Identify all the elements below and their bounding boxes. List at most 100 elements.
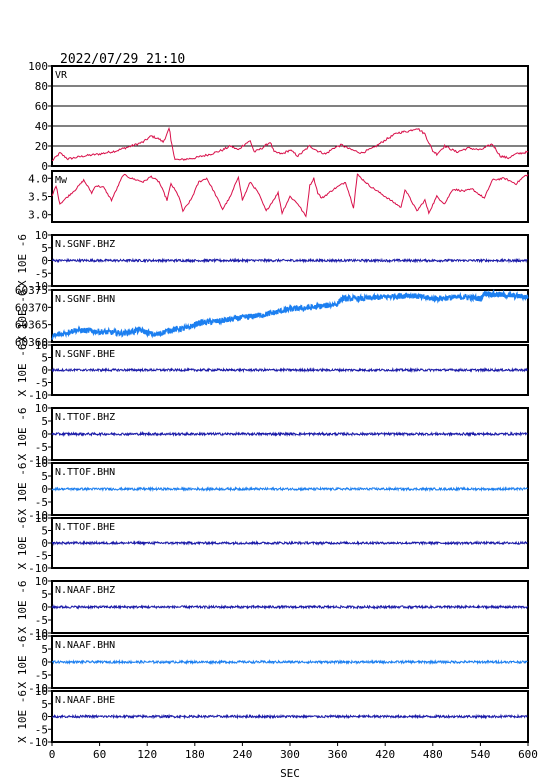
panel-n-ttof-bhn-series-line (51, 485, 528, 493)
panel-n-ttof-bhn-ytick-label: 5 (41, 470, 48, 483)
x-tick-label: 180 (185, 748, 205, 761)
panel-n-sgnf-bhz-ylabel: X 10E -6 (16, 234, 29, 287)
panel-n-sgnf-bhz-ytick-label: 10 (35, 229, 48, 242)
panel-vr-ytick-label: 100 (28, 60, 48, 73)
panel-n-naaf-bhn-ytick-label: -5 (35, 669, 48, 682)
x-tick-label: 300 (280, 748, 300, 761)
panel-n-sgnf-bhz-ytick-label: 5 (41, 242, 48, 255)
panel-n-ttof-bhe-ytick-label: 5 (41, 525, 48, 538)
panel-n-sgnf-bhe-ytick-label: 5 (41, 352, 48, 365)
panel-n-naaf-bhe-ytick-label: 0 (41, 711, 48, 724)
panel-n-sgnf-bhz-series-line (51, 257, 528, 264)
panel-n-naaf-bhz-ytick-label: 0 (41, 601, 48, 614)
panel-n-naaf-bhn-ytick-label: 0 (41, 656, 48, 669)
panel-n-ttof-bhn-ytick-label: -10 (28, 509, 48, 522)
panel-n-sgnf-bhn-ytick-label: 60370 (15, 301, 48, 314)
panel-n-ttof-bhz-series-line (51, 430, 528, 438)
panel-n-naaf-bhe-ytick-label: -10 (28, 736, 48, 749)
panel-vr-ytick-label: 0 (41, 160, 48, 173)
panel-vr-label: VR (55, 70, 68, 81)
panel-n-naaf-bhz-ytick-label: -10 (28, 627, 48, 640)
panel-n-ttof-bhe-ylabel: X 10E -6 (16, 517, 29, 570)
panel-mw-ytick-label: 4.0 (28, 172, 48, 185)
panel-n-naaf-bhz-ytick-label: -5 (35, 614, 48, 627)
x-tick-label: 360 (328, 748, 348, 761)
panel-n-sgnf-bhe-ytick-label: -5 (35, 377, 48, 390)
panel-mw-series-line (51, 173, 529, 218)
panel-n-naaf-bhn-ytick-label: 10 (35, 630, 48, 643)
panel-n-ttof-bhe-label: N.TTOF.BHE (55, 522, 115, 533)
panel-n-sgnf-bhn-ytick-label: 60365 (15, 319, 48, 332)
panel-n-sgnf-bhn-ytick-label: 60375 (15, 284, 48, 297)
panel-n-sgnf-bhe-label: N.SGNF.BHE (55, 349, 115, 360)
panel-n-ttof-bhn-ylabel: X 10E -6 (16, 463, 29, 516)
panel-n-naaf-bhe-ytick-label: -5 (35, 723, 48, 736)
panel-n-naaf-bhn-series-line (51, 658, 528, 666)
panel-n-ttof-bhz-ylabel: X 10E -6 (16, 408, 29, 461)
panel-n-naaf-bhz-ytick-label: 5 (41, 588, 48, 601)
panel-n-sgnf-bhe-ytick-label: -10 (28, 389, 48, 402)
panel-n-sgnf-bhn-label: N.SGNF.BHN (55, 294, 115, 305)
panel-n-sgnf-bhn-frame (51, 289, 529, 343)
panel-vr-ytick-label: 80 (35, 80, 48, 93)
panel-n-ttof-bhn-ytick-label: -5 (35, 496, 48, 509)
panel-n-sgnf-bhe-ylabel: X 10E -6 (16, 344, 29, 397)
panel-n-naaf-bhe-label: N.NAAF.BHE (55, 695, 115, 706)
panel-n-naaf-bhe-ytick-label: 10 (35, 685, 48, 698)
panel-n-sgnf-bhe-ytick-label: 10 (35, 339, 48, 352)
panel-vr-frame (51, 65, 529, 167)
panel-n-ttof-bhe-ytick-label: -10 (28, 562, 48, 575)
panel-mw-label: Mw (55, 175, 68, 186)
panel-n-ttof-bhe-series-line (51, 539, 528, 547)
x-tick-label: 600 (518, 748, 538, 761)
panel-n-naaf-bhn-ylabel: X 10E -6 (16, 636, 29, 689)
panel-n-sgnf-bhn-ytick-label: 60360 (15, 336, 48, 349)
panel-n-sgnf-bhe-series-line (51, 366, 528, 373)
panel-n-sgnf-bhz-ytick-label: 0 (41, 255, 48, 268)
x-tick-label: 60 (93, 748, 106, 761)
x-tick-label: 120 (137, 748, 157, 761)
x-tick-label: 240 (232, 748, 252, 761)
panel-vr-series-line (51, 126, 529, 162)
panel-vr-ytick-label: 20 (35, 140, 48, 153)
panel-n-naaf-bhz-series-line (51, 603, 528, 610)
x-axis-label: SEC (280, 767, 300, 780)
panel-n-naaf-bhn-ytick-label: 5 (41, 643, 48, 656)
panel-n-sgnf-bhn-series-line (51, 288, 529, 340)
panel-vr-ytick-label: 60 (35, 100, 48, 113)
panel-n-ttof-bhz-ytick-label: -10 (28, 454, 48, 467)
panel-n-ttof-bhn-ytick-label: 0 (41, 483, 48, 496)
panel-n-ttof-bhz-ytick-label: -5 (35, 441, 48, 454)
panel-n-naaf-bhz-ytick-label: 10 (35, 575, 48, 588)
x-tick-label: 480 (423, 748, 443, 761)
x-tick-label: 0 (49, 748, 56, 761)
panel-n-ttof-bhn-ytick-label: 10 (35, 457, 48, 470)
panel-n-ttof-bhe-ytick-label: -5 (35, 550, 48, 563)
panel-n-ttof-bhe-ytick-label: 0 (41, 537, 48, 550)
panel-n-sgnf-bhz-label: N.SGNF.BHZ (55, 239, 115, 250)
x-tick-label: 540 (470, 748, 490, 761)
chart-title: 2022/07/29 21:10 (60, 52, 185, 67)
panel-n-ttof-bhn-label: N.TTOF.BHN (55, 467, 115, 478)
panel-n-ttof-bhz-ytick-label: 5 (41, 415, 48, 428)
panel-n-sgnf-bhz-ytick-label: -10 (28, 280, 48, 293)
panel-mw-ytick-label: 3.5 (28, 191, 48, 204)
x-tick-label: 420 (375, 748, 395, 761)
panel-n-sgnf-bhz-ytick-label: -5 (35, 267, 48, 280)
panel-n-ttof-bhe-ytick-label: 10 (35, 512, 48, 525)
panel-n-naaf-bhe-ytick-label: 5 (41, 698, 48, 711)
panel-n-naaf-bhn-ytick-label: -10 (28, 682, 48, 695)
panel-n-sgnf-bhe-ytick-label: 0 (41, 364, 48, 377)
panel-n-ttof-bhz-ytick-label: 0 (41, 428, 48, 441)
panel-n-ttof-bhz-ytick-label: 10 (35, 402, 48, 415)
panel-n-naaf-bhe-ylabel: X 10E -6 (16, 690, 29, 743)
panel-n-naaf-bhz-label: N.NAAF.BHZ (55, 585, 115, 596)
panel-n-naaf-bhn-label: N.NAAF.BHN (55, 640, 115, 651)
panel-n-naaf-bhz-ylabel: X 10E -6 (16, 581, 29, 634)
panel-vr-ytick-label: 40 (35, 120, 48, 133)
panel-n-naaf-bhe-series-line (51, 713, 528, 720)
panel-n-sgnf-bhn-ylabel: X 10E -6 (16, 290, 29, 343)
panel-mw-ytick-label: 3.0 (28, 209, 48, 222)
